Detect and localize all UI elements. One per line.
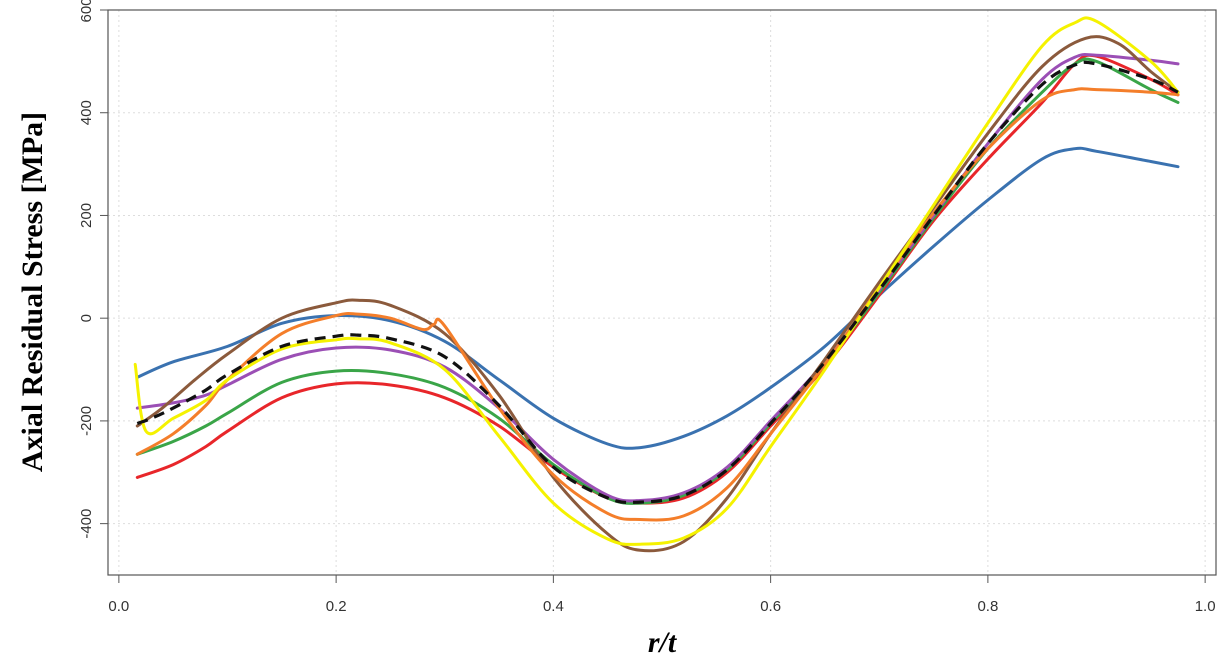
series-line-2 — [135, 53, 1180, 505]
y-tick-label: -200 — [78, 406, 95, 436]
grid-lines — [108, 9, 1216, 575]
y-tick-label: -400 — [78, 509, 95, 539]
series-lines — [133, 16, 1180, 553]
series-line-7 — [133, 16, 1180, 546]
x-axis: 0.0 0.2 0.4 0.6 0.8 1.0 — [108, 575, 1216, 615]
x-tick-label: 0.2 — [326, 598, 347, 615]
plot-frame — [107, 9, 1217, 576]
x-tick-label: 1.0 — [1195, 598, 1216, 615]
series-line-1 — [135, 146, 1180, 450]
y-tick-label: 600 — [78, 0, 95, 23]
y-axis-title: Axial Residual Stress [MPa] — [16, 112, 49, 472]
x-tick-label: 0.6 — [760, 598, 781, 615]
x-tick-label: 0.0 — [108, 598, 129, 615]
y-tick-label: 400 — [78, 100, 95, 125]
x-axis-title: r/t — [648, 626, 678, 658]
x-tick-label: 0.4 — [543, 598, 564, 615]
y-tick-label: 200 — [78, 203, 95, 228]
series-line-4 — [135, 53, 1180, 503]
x-tick-label: 0.8 — [977, 598, 998, 615]
series-line-5 — [135, 35, 1180, 553]
series-line-dashed-mean — [136, 60, 1179, 505]
y-tick-label: 0 — [78, 314, 95, 322]
series-line-3 — [135, 57, 1180, 505]
y-axis: -400 -200 0 200 400 600 — [78, 0, 108, 539]
series-line-6 — [135, 87, 1180, 522]
